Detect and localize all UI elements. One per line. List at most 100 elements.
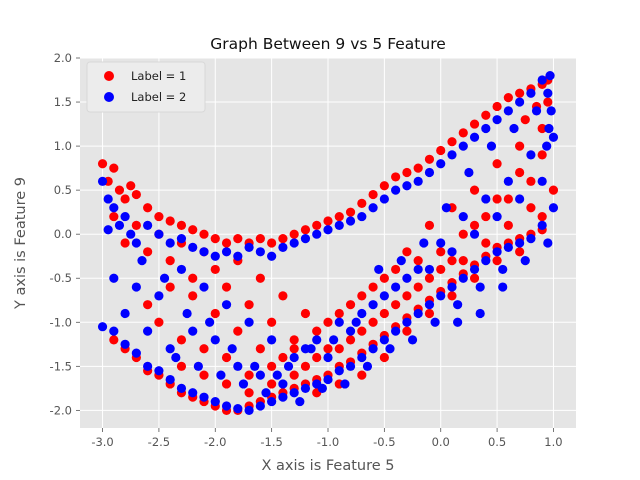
point-label-2 <box>526 88 536 98</box>
point-label-2 <box>334 317 344 327</box>
point-label-2 <box>323 374 333 385</box>
point-label-2 <box>97 322 108 332</box>
point-label-2 <box>436 159 446 169</box>
point-label-1 <box>278 352 288 363</box>
point-label-2 <box>424 300 435 310</box>
legend-label-2: Label = 2 <box>131 90 186 104</box>
point-label-1 <box>357 198 367 208</box>
point-label-1 <box>199 370 209 380</box>
point-label-2 <box>154 291 164 301</box>
point-label-2 <box>210 251 220 261</box>
point-label-1 <box>267 238 277 248</box>
point-label-2 <box>391 282 401 292</box>
point-label-1 <box>447 291 457 301</box>
point-label-2 <box>379 335 389 345</box>
point-label-1 <box>221 379 232 389</box>
point-label-1 <box>458 256 468 266</box>
point-label-2 <box>544 123 554 134</box>
point-label-1 <box>143 247 153 257</box>
point-label-1 <box>120 238 130 248</box>
point-label-1 <box>357 370 367 380</box>
point-label-2 <box>261 388 271 398</box>
point-label-1 <box>126 181 136 191</box>
point-label-2 <box>306 344 316 354</box>
point-label-1 <box>210 308 220 319</box>
x-tick-label: 0.5 <box>488 435 506 449</box>
data-points <box>97 71 559 415</box>
point-label-2 <box>289 238 299 248</box>
x-tick-label: -1.0 <box>317 435 339 449</box>
point-label-1 <box>154 211 164 222</box>
point-label-1 <box>210 264 220 275</box>
point-label-2 <box>188 326 198 336</box>
point-label-2 <box>481 194 491 204</box>
point-label-2 <box>143 361 153 371</box>
point-label-2 <box>267 396 277 407</box>
point-label-1 <box>188 273 198 283</box>
point-label-1 <box>368 317 378 327</box>
point-label-1 <box>334 211 344 222</box>
point-label-1 <box>312 220 322 230</box>
point-label-2 <box>368 300 378 310</box>
y-axis-label: Y axis is Feature 9 <box>13 177 29 310</box>
point-label-2 <box>548 203 559 213</box>
point-label-2 <box>165 374 175 385</box>
x-tick-label: -2.5 <box>148 435 170 449</box>
point-label-2 <box>458 211 468 222</box>
point-label-2 <box>267 335 277 345</box>
point-label-1 <box>334 308 344 319</box>
point-label-1 <box>537 150 547 160</box>
point-label-2 <box>143 220 153 230</box>
point-label-1 <box>503 93 513 103</box>
point-label-2 <box>109 326 119 336</box>
point-label-2 <box>475 282 485 292</box>
point-label-2 <box>137 256 147 266</box>
point-label-2 <box>424 264 435 275</box>
point-label-2 <box>537 75 547 85</box>
chart-title: Graph Between 9 vs 5 Feature <box>210 35 446 53</box>
point-label-1 <box>109 335 119 345</box>
point-label-2 <box>492 115 502 125</box>
point-label-2 <box>233 251 243 261</box>
point-label-2 <box>278 392 288 402</box>
point-label-2 <box>109 273 119 283</box>
point-label-2 <box>368 344 378 354</box>
point-label-2 <box>244 405 254 415</box>
point-label-2 <box>120 211 130 222</box>
x-axis-label: X axis is Feature 5 <box>261 458 394 474</box>
point-label-1 <box>447 256 457 266</box>
point-label-2 <box>357 308 367 319</box>
point-label-2 <box>199 392 209 402</box>
point-label-2 <box>379 194 389 204</box>
point-label-1 <box>267 317 277 327</box>
x-tick-label: 1.0 <box>544 435 562 449</box>
point-label-2 <box>255 401 265 411</box>
point-label-1 <box>176 335 187 345</box>
point-label-2 <box>526 233 536 244</box>
point-label-1 <box>402 291 412 301</box>
point-label-1 <box>458 229 468 239</box>
point-label-1 <box>458 128 468 138</box>
point-label-2 <box>515 194 525 204</box>
point-label-2 <box>109 203 119 213</box>
point-label-1 <box>244 388 254 398</box>
point-label-2 <box>419 238 429 248</box>
point-label-2 <box>379 291 389 301</box>
point-label-2 <box>233 404 243 414</box>
y-tick-label: -1.5 <box>50 359 72 373</box>
point-label-2 <box>458 273 468 283</box>
y-tick-label: 1.5 <box>54 95 72 109</box>
point-label-2 <box>492 247 502 257</box>
point-label-2 <box>227 344 237 354</box>
point-label-2 <box>221 401 232 411</box>
y-tick-label: 0.5 <box>54 183 72 197</box>
point-label-2 <box>402 317 412 327</box>
point-label-2 <box>402 273 412 283</box>
point-label-2 <box>272 370 282 380</box>
point-label-1 <box>114 185 125 195</box>
point-label-1 <box>469 185 480 195</box>
point-label-2 <box>498 264 508 275</box>
point-label-1 <box>176 361 187 371</box>
point-label-1 <box>221 352 232 363</box>
